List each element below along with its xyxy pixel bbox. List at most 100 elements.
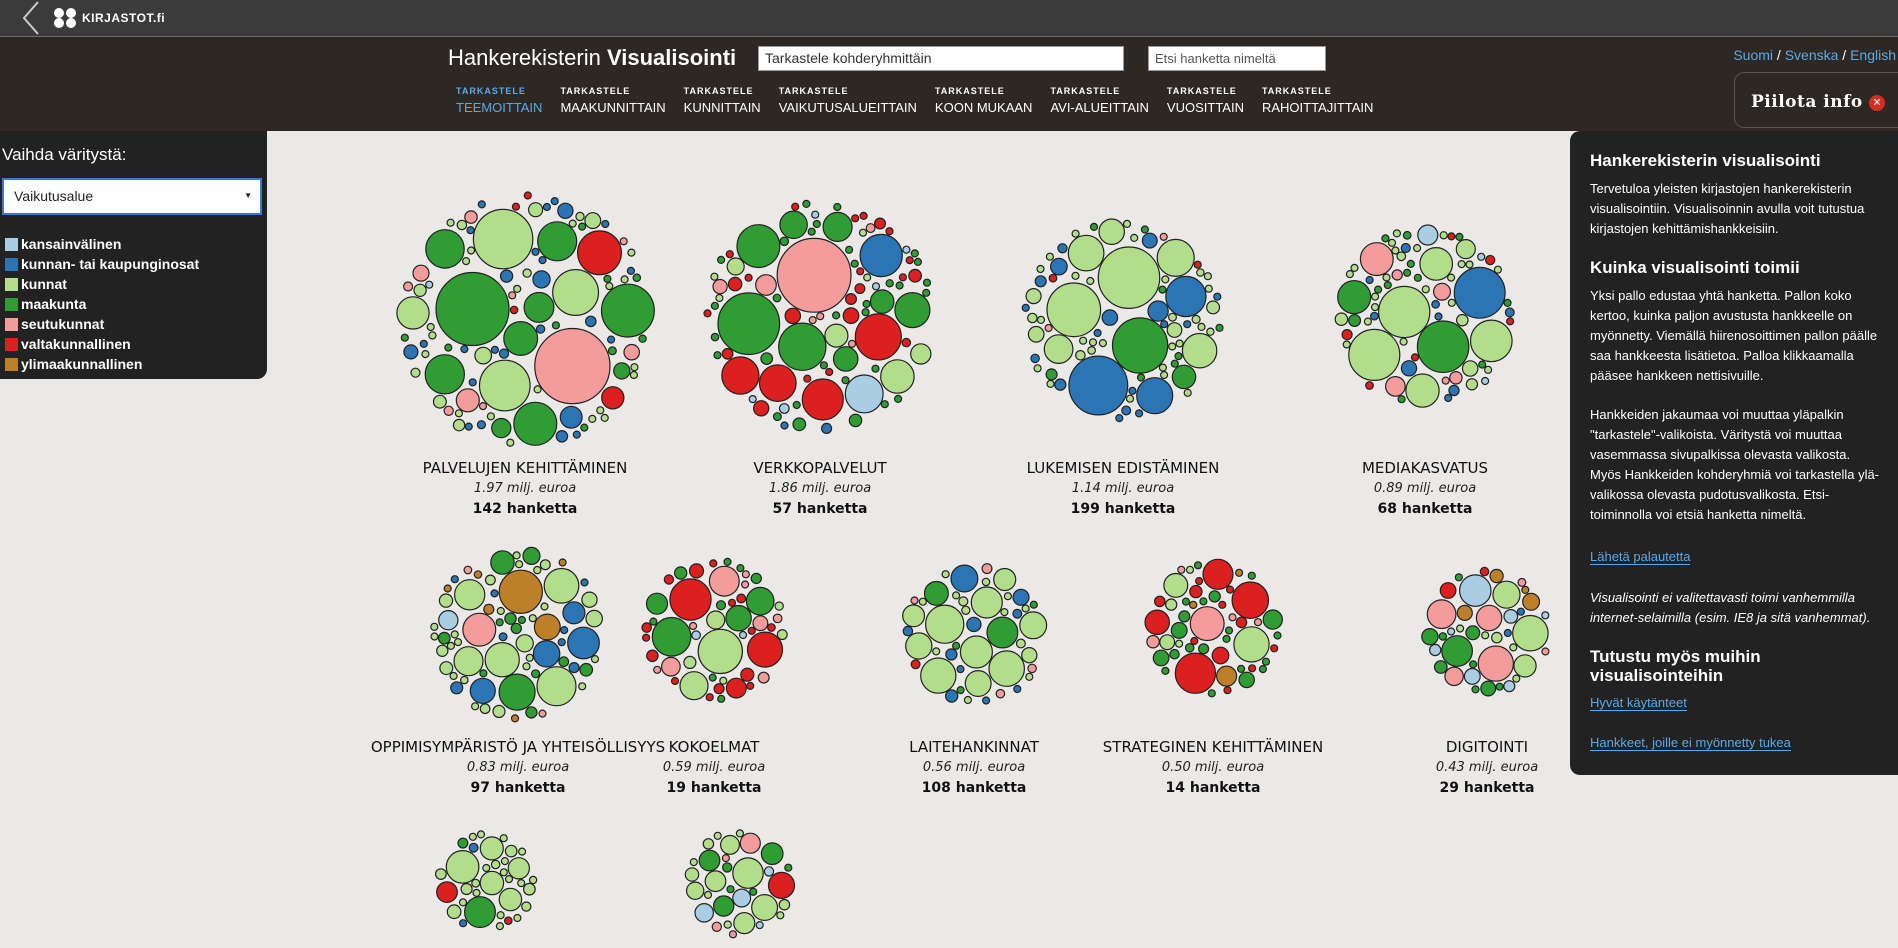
project-bubble[interactable]	[537, 221, 578, 262]
project-bubble[interactable]	[910, 249, 919, 258]
project-bubble[interactable]	[961, 605, 971, 615]
project-bubble[interactable]	[1447, 232, 1456, 241]
project-bubble[interactable]	[413, 283, 427, 297]
project-bubble[interactable]	[807, 227, 816, 236]
project-bubble[interactable]	[438, 593, 454, 608]
project-bubble[interactable]	[523, 291, 555, 323]
project-bubble[interactable]	[945, 689, 959, 703]
project-bubble[interactable]	[479, 836, 504, 861]
project-bubble[interactable]	[446, 218, 455, 227]
project-bubble[interactable]	[1439, 582, 1457, 599]
project-bubble[interactable]	[1477, 252, 1486, 261]
project-bubble[interactable]	[1021, 604, 1030, 613]
project-bubble[interactable]	[484, 642, 520, 678]
project-bubble[interactable]	[705, 693, 714, 702]
project-bubble[interactable]	[913, 257, 923, 266]
project-bubble[interactable]	[1377, 285, 1431, 339]
project-bubble[interactable]	[482, 863, 491, 873]
project-bubble[interactable]	[1197, 643, 1210, 655]
project-bubble[interactable]	[1373, 285, 1383, 294]
project-bubble[interactable]	[941, 570, 950, 579]
project-bubble[interactable]	[703, 890, 713, 900]
project-bubble[interactable]	[780, 421, 789, 430]
project-bubble[interactable]	[1233, 626, 1270, 663]
project-bubble[interactable]	[747, 626, 756, 635]
site-logo[interactable]: KIRJASTOT.fi	[52, 6, 165, 30]
project-bubble[interactable]	[1481, 631, 1490, 640]
project-bubble[interactable]	[567, 626, 600, 660]
project-bubble[interactable]	[584, 315, 597, 328]
tab-avi-alueittain[interactable]: TARKASTELE AVI-ALUEITTAIN	[1050, 86, 1148, 115]
project-bubble[interactable]	[486, 412, 495, 421]
project-bubble[interactable]	[462, 612, 497, 647]
project-bubble[interactable]	[1513, 654, 1537, 678]
project-bubble[interactable]	[498, 632, 508, 642]
tab-kunnittain[interactable]: TARKASTELE KUNNITTAIN	[684, 86, 761, 115]
project-bubble[interactable]	[460, 882, 473, 896]
project-bubble[interactable]	[1456, 313, 1469, 327]
project-bubble[interactable]	[458, 898, 468, 907]
project-bubble[interactable]	[1190, 636, 1199, 646]
project-bubble[interactable]	[741, 570, 751, 579]
project-bubble[interactable]	[1444, 666, 1464, 687]
lang-suomi[interactable]: Suomi	[1733, 47, 1774, 63]
project-bubble[interactable]	[649, 617, 658, 626]
project-bubble[interactable]	[542, 202, 552, 212]
project-bubble[interactable]	[902, 245, 911, 254]
project-bubble[interactable]	[750, 572, 763, 585]
project-bubble[interactable]	[619, 237, 628, 246]
project-bubble[interactable]	[910, 659, 921, 670]
project-bubble[interactable]	[466, 226, 475, 235]
project-bubble[interactable]	[1484, 254, 1496, 266]
project-bubble[interactable]	[925, 604, 965, 644]
project-bubble[interactable]	[450, 575, 459, 584]
project-bubble[interactable]	[1189, 606, 1225, 642]
project-bubble[interactable]	[605, 282, 614, 291]
project-bubble[interactable]	[558, 558, 567, 567]
project-bubble[interactable]	[464, 422, 473, 431]
project-bubble[interactable]	[1054, 378, 1067, 391]
project-bubble[interactable]	[1012, 608, 1023, 619]
project-bubble[interactable]	[993, 567, 1017, 592]
project-bubble[interactable]	[522, 268, 532, 278]
project-bubble[interactable]	[1196, 268, 1205, 277]
project-bubble[interactable]	[641, 622, 652, 633]
project-bubble[interactable]	[684, 867, 700, 882]
project-bubble[interactable]	[1489, 568, 1504, 584]
project-bubble[interactable]	[1455, 238, 1476, 260]
project-bubble[interactable]	[1273, 631, 1282, 640]
lang-svenska[interactable]: Svenska	[1784, 47, 1839, 63]
project-bubble[interactable]	[1441, 376, 1450, 385]
project-bubble[interactable]	[727, 276, 743, 292]
project-bubble[interactable]	[778, 403, 790, 414]
project-bubble[interactable]	[833, 202, 842, 212]
project-bubble[interactable]	[1030, 353, 1040, 364]
project-bubble[interactable]	[1013, 684, 1022, 694]
project-bubble[interactable]	[653, 665, 662, 674]
good-practices-link[interactable]: Hyvät käytänteet	[1590, 695, 1687, 711]
project-bubble[interactable]	[517, 615, 527, 625]
project-bubble[interactable]	[1203, 272, 1213, 281]
project-bubble[interactable]	[1391, 269, 1403, 281]
project-bubble[interactable]	[763, 866, 775, 877]
project-bubble[interactable]	[1469, 319, 1513, 363]
project-bubble[interactable]	[620, 275, 629, 284]
project-bubble[interactable]	[951, 591, 961, 600]
project-bubble[interactable]	[1169, 648, 1180, 660]
project-bubble[interactable]	[449, 671, 458, 681]
project-bubble[interactable]	[521, 901, 532, 912]
project-bubble[interactable]	[1444, 393, 1453, 403]
project-bubble[interactable]	[772, 412, 782, 422]
project-bubble[interactable]	[1087, 345, 1096, 355]
project-bubble[interactable]	[1174, 639, 1184, 648]
project-bubble[interactable]	[1417, 224, 1439, 246]
project-bubble[interactable]	[525, 706, 538, 719]
project-bubble[interactable]	[533, 565, 542, 575]
project-bubble[interactable]	[543, 567, 580, 604]
project-bubble[interactable]	[492, 704, 506, 719]
project-bubble[interactable]	[506, 438, 515, 447]
project-bubble[interactable]	[708, 565, 740, 597]
project-bubble[interactable]	[572, 430, 581, 439]
project-bubble[interactable]	[1027, 663, 1037, 674]
project-bubble[interactable]	[499, 269, 514, 283]
